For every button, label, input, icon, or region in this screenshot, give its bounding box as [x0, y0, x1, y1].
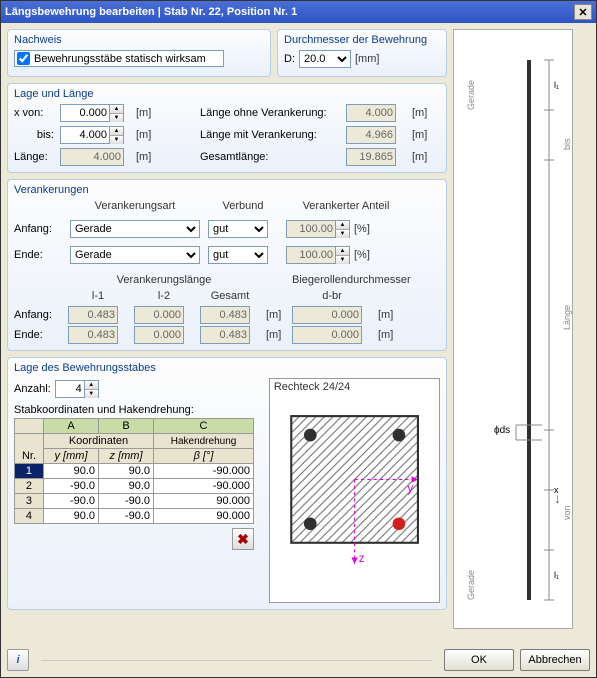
gerade-bot: Gerade: [466, 570, 476, 600]
group-nachweis: Nachweis Bewehrungsstäbe statisch wirksa…: [7, 29, 271, 77]
section-preview: Rechteck 24/24: [269, 378, 440, 603]
laenge-value: [60, 148, 124, 166]
checkbox-statisch-input[interactable]: [17, 52, 30, 65]
group-durchmesser: Durchmesser der Bewehrung D: 20.0 [mm]: [277, 29, 447, 77]
ende-anteil-spin[interactable]: ▲▼: [336, 246, 350, 264]
gerade-top: Gerade: [466, 80, 476, 110]
hdr-vl: Verankerungslänge: [68, 274, 260, 286]
a-l2: [134, 306, 184, 324]
checkbox-statisch-label: Bewehrungsstäbe statisch wirksam: [34, 53, 206, 65]
group-lage: Lage und Länge x von: ▲▼ [m] Länge ohne …: [7, 83, 447, 173]
section-title: Rechteck 24/24: [270, 379, 439, 395]
laenge-label: Länge:: [14, 151, 54, 163]
anzahl-spin[interactable]: ▲▼: [85, 380, 99, 398]
a-ges: [200, 306, 250, 324]
anfang-art-select[interactable]: Gerade: [70, 220, 200, 238]
anfang-anteil: [286, 220, 336, 238]
lmv-unit: [m]: [412, 129, 434, 141]
ges-unit: [m]: [412, 151, 434, 163]
vl-ende-label: Ende:: [14, 329, 62, 341]
group-title-verank: Verankerungen: [14, 184, 440, 196]
group-title-durchmesser: Durchmesser der Bewehrung: [284, 34, 440, 46]
l1-top: l₁: [554, 80, 559, 90]
hdr-anteil: Verankerter Anteil: [286, 200, 406, 212]
anfang-verbund-select[interactable]: gut: [208, 220, 268, 238]
xvon-label: x von:: [14, 107, 54, 119]
l1-bot: l₁: [554, 570, 559, 580]
coord-table[interactable]: ABC Nr.KoordinatenHakendrehung y [mm]z […: [14, 418, 254, 524]
group-title-lagestab: Lage des Bewehrungsstabes: [14, 362, 440, 374]
table-row[interactable]: 2-90.090.0-90.000: [15, 479, 254, 494]
svg-text:y: y: [407, 482, 413, 495]
ges-label: Gesamtlänge:: [200, 151, 340, 163]
stabkoord-label: Stabkoordinaten und Hakendrehung:: [14, 404, 263, 416]
ende-label: Ende:: [14, 249, 62, 261]
bis-input[interactable]: [60, 126, 110, 144]
lov-label: Länge ohne Verankerung:: [200, 107, 340, 119]
hdr-art: Verankerungsart: [70, 200, 200, 212]
e-l1: [68, 326, 118, 344]
xvon-input[interactable]: [60, 104, 110, 122]
e-dbr: [292, 326, 362, 344]
vl-anfang-label: Anfang:: [14, 309, 62, 321]
anfang-anteil-spin[interactable]: ▲▼: [336, 220, 350, 238]
von-mark: von: [562, 505, 572, 520]
table-row[interactable]: 3-90.0-90.090.000: [15, 494, 254, 509]
table-row[interactable]: 490.0-90.090.000: [15, 509, 254, 524]
table-row[interactable]: 190.090.0-90.000: [15, 464, 254, 479]
window-title: Längsbewehrung bearbeiten | Stab Nr. 22,…: [5, 6, 574, 18]
section-svg: y z: [270, 395, 439, 585]
group-verankerungen: Verankerungen Verankerungsart Verbund Ve…: [7, 179, 447, 351]
checkbox-statisch[interactable]: Bewehrungsstäbe statisch wirksam: [14, 50, 224, 67]
group-title-nachweis: Nachweis: [14, 34, 264, 46]
anzahl-input[interactable]: [55, 380, 85, 398]
lov-value: [346, 104, 396, 122]
hdr-dbr: Biegerollendurchmesser: [292, 274, 372, 286]
a-l1: [68, 306, 118, 324]
lmv-value: [346, 126, 396, 144]
laenge-unit: [m]: [136, 151, 158, 163]
bis-unit: [m]: [136, 129, 158, 141]
close-button[interactable]: ✕: [574, 4, 592, 20]
hdr-dbr2: d-br: [292, 290, 372, 302]
lov-unit: [m]: [412, 107, 434, 119]
group-lagestab: Lage des Bewehrungsstabes Anzahl: ▲▼ Sta…: [7, 357, 447, 610]
hdr-gesamt: Gesamt: [200, 290, 260, 302]
hdr-l2: l-2: [134, 290, 194, 302]
ende-art-select[interactable]: Gerade: [70, 246, 200, 264]
durchmesser-unit: [mm]: [355, 53, 379, 65]
ds-mark: ϕds: [494, 425, 510, 436]
help-button[interactable]: i: [7, 649, 29, 671]
laenge-mark: Länge: [562, 305, 572, 330]
hdr-l1: l-1: [68, 290, 128, 302]
svg-text:z: z: [359, 552, 365, 565]
durchmesser-label: D:: [284, 53, 295, 65]
bis-spinner[interactable]: ▲▼: [110, 126, 124, 144]
lmv-label: Länge mit Verankerung:: [200, 129, 340, 141]
xvon-spinner[interactable]: ▲▼: [110, 104, 124, 122]
delete-row-button[interactable]: ✖: [232, 528, 254, 550]
hdr-verbund: Verbund: [208, 200, 278, 212]
anfang-label: Anfang:: [14, 223, 62, 235]
durchmesser-select[interactable]: 20.0: [299, 50, 351, 68]
side-preview-svg: [454, 30, 574, 628]
bis-label: bis:: [14, 129, 54, 141]
bis-mark: bis: [562, 138, 572, 150]
e-ges: [200, 326, 250, 344]
titlebar: Längsbewehrung bearbeiten | Stab Nr. 22,…: [1, 1, 596, 23]
group-title-lage: Lage und Länge: [14, 88, 440, 100]
a-dbr: [292, 306, 362, 324]
xvon-unit: [m]: [136, 107, 158, 119]
anzahl-label: Anzahl:: [14, 383, 51, 395]
side-preview: Gerade Gerade l₁ l₁ bis Länge von ϕds x …: [453, 29, 573, 629]
dialog-window: Längsbewehrung bearbeiten | Stab Nr. 22,…: [0, 0, 597, 678]
ges-value: [346, 148, 396, 166]
cancel-button[interactable]: Abbrechen: [520, 649, 590, 671]
ok-button[interactable]: OK: [444, 649, 514, 671]
ende-verbund-select[interactable]: gut: [208, 246, 268, 264]
ende-anteil: [286, 246, 336, 264]
e-l2: [134, 326, 184, 344]
